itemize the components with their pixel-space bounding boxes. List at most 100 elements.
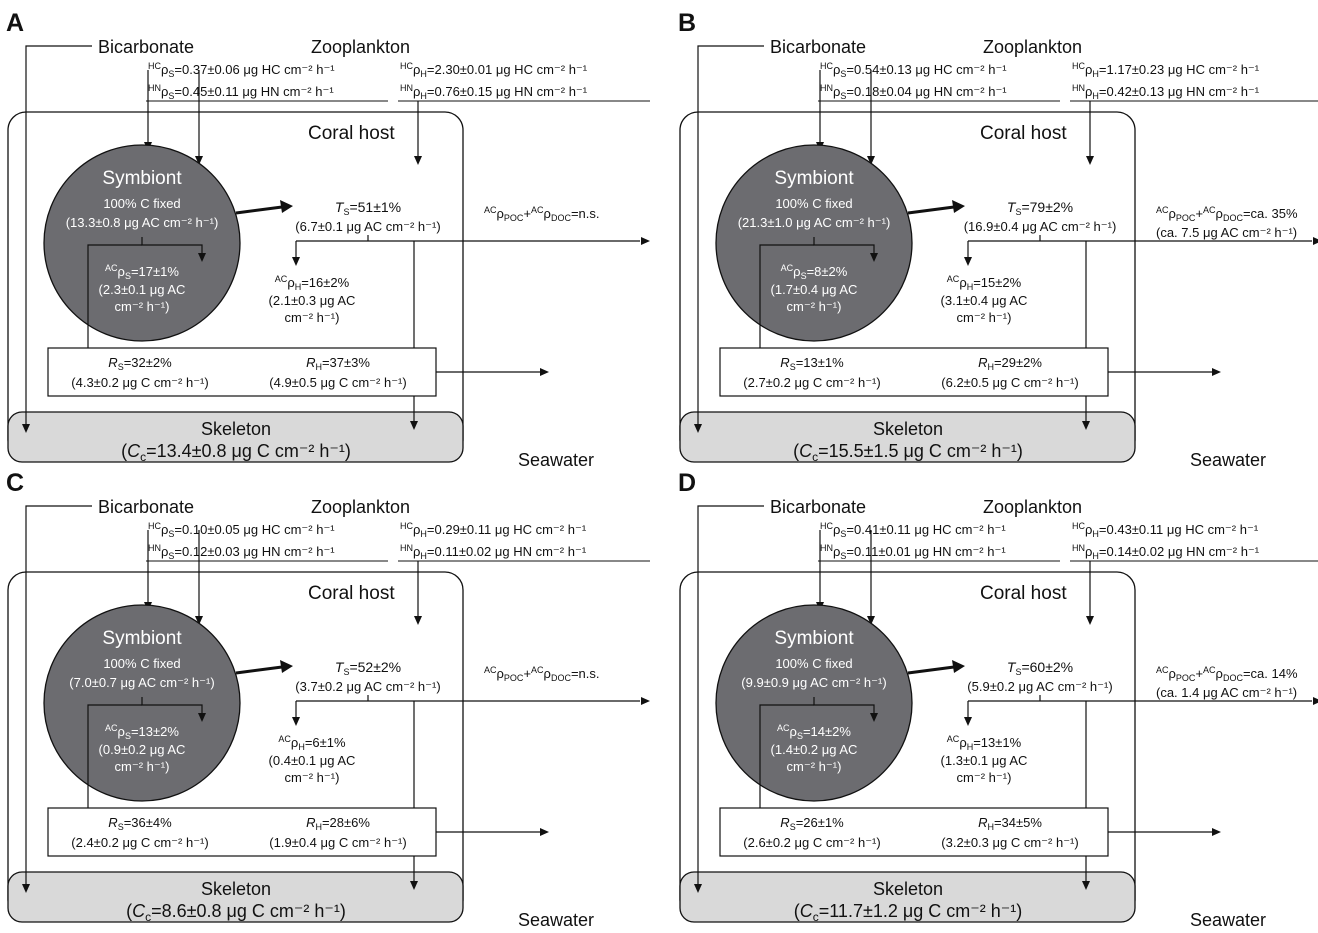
- arrowhead: [867, 616, 875, 625]
- arrowhead: [195, 616, 203, 625]
- fixed-to-rho-s-line: [813, 237, 875, 257]
- symbiont-respiration-rate-1: (2.3±0.1 μg AC: [99, 282, 186, 297]
- hc-rho-s: HCρS=0.10±0.05 μg HC cm⁻² h⁻¹: [148, 521, 335, 539]
- translocation-rate: (5.9±0.2 μg AC cm⁻² h⁻¹): [967, 679, 1112, 694]
- c-fixed-label: 100% C fixed: [775, 656, 852, 671]
- hc-rho-s: HCρS=0.54±0.13 μg HC cm⁻² h⁻¹: [820, 61, 1007, 79]
- zooplankton-label: Zooplankton: [983, 497, 1082, 517]
- bicarbonate-label: Bicarbonate: [98, 497, 194, 517]
- symbiont-label: Symbiont: [774, 628, 854, 649]
- arrowhead: [867, 156, 875, 165]
- arrowhead: [1086, 616, 1094, 625]
- zooplankton-label: Zooplankton: [983, 37, 1082, 57]
- fixed-to-rs-line: [759, 704, 814, 819]
- host-respiration-carbon: (3.2±0.3 μg C cm⁻² h⁻¹): [941, 835, 1078, 850]
- symbiont-respiration-rate-1: (0.9±0.2 μg AC: [99, 742, 186, 757]
- bicarbonate-label: Bicarbonate: [770, 497, 866, 517]
- arrowhead: [280, 200, 293, 213]
- c-fixed-rate: (7.0±0.7 μg AC cm⁻² h⁻¹): [69, 675, 214, 690]
- skeleton-label: Skeleton: [201, 419, 271, 439]
- skeleton-label: Skeleton: [873, 419, 943, 439]
- organic-release-share: ACρPOC+ACρDOC=n.s.: [484, 205, 600, 223]
- organic-release-rate: (ca. 7.5 μg AC cm⁻² h⁻¹): [1156, 225, 1297, 240]
- host-respiration-share: ACρH=16±2%: [275, 274, 350, 292]
- host-respiration-rate-1: (2.1±0.3 μg AC: [269, 293, 356, 308]
- arrowhead: [414, 156, 422, 165]
- fixed-to-rs-line: [87, 244, 142, 359]
- carbon-budget-panel-b: B Coral host Skeleton (Cc=15.5±1.5 μg C …: [678, 9, 1318, 470]
- skeleton-calcification-value: =15.5±1.5 μg C cm⁻² h⁻¹): [818, 441, 1023, 461]
- skeleton-box: [7, 411, 464, 463]
- c-fixed-label: 100% C fixed: [103, 656, 180, 671]
- translocation-arrow: [235, 665, 283, 675]
- translocation-share: TS=51±1%: [335, 199, 401, 217]
- host-respiration-share: ACρH=6±1%: [278, 734, 346, 752]
- arrowhead: [641, 237, 650, 245]
- symbiont-respiration-rate-2: cm⁻² h⁻¹): [115, 759, 170, 774]
- skeleton-calcification: (Cc=15.5±1.5 μg C cm⁻² h⁻¹): [793, 441, 1023, 464]
- host-respiration: RH=37±3%: [306, 355, 370, 372]
- host-respiration-carbon: (4.9±0.5 μg C cm⁻² h⁻¹): [269, 375, 406, 390]
- bicarbonate-arrowhead: [694, 424, 702, 433]
- bicarbonate-skeleton-line: [25, 45, 92, 428]
- fixed-to-rho-s-line: [141, 237, 203, 257]
- bicarbonate-arrowhead: [22, 884, 30, 893]
- skeleton-label: Skeleton: [201, 879, 271, 899]
- hn-rho-s: HNρS=0.18±0.04 μg HN cm⁻² h⁻¹: [820, 83, 1007, 101]
- arrowhead: [280, 660, 293, 673]
- symbiont-label: Symbiont: [102, 628, 182, 649]
- hc-rho-h: HCρH=0.43±0.11 μg HC cm⁻² h⁻¹: [1072, 521, 1259, 539]
- c-fixed-rate: (13.3±0.8 μg AC cm⁻² h⁻¹): [66, 215, 219, 230]
- organic-release-rate: (ca. 1.4 μg AC cm⁻² h⁻¹): [1156, 685, 1297, 700]
- arrowhead: [410, 421, 418, 430]
- hc-rho-h: HCρH=0.29±0.11 μg HC cm⁻² h⁻¹: [400, 521, 587, 539]
- respiration-box: [719, 347, 1109, 397]
- bicarbonate-skeleton-line: [697, 45, 764, 428]
- host-respiration-share: ACρH=15±2%: [947, 274, 1022, 292]
- arrowhead: [540, 368, 549, 376]
- seawater-label: Seawater: [1190, 450, 1266, 470]
- arrowhead: [195, 156, 203, 165]
- coral-host-label: Coral host: [980, 123, 1067, 144]
- arrowhead: [1082, 881, 1090, 890]
- skeleton-box: [679, 871, 1136, 923]
- arrowhead: [964, 257, 972, 266]
- bicarbonate-arrowhead: [22, 424, 30, 433]
- skeleton-label: Skeleton: [873, 879, 943, 899]
- arrowhead: [1313, 697, 1318, 705]
- bicarbonate-label: Bicarbonate: [98, 37, 194, 57]
- host-respiration-rate-2: cm⁻² h⁻¹): [285, 310, 340, 325]
- zooplankton-label: Zooplankton: [311, 497, 410, 517]
- translocation-share: TS=79±2%: [1007, 199, 1073, 217]
- arrowhead: [952, 660, 965, 673]
- symbiont-label: Symbiont: [102, 168, 182, 189]
- arrowhead: [540, 828, 549, 836]
- arrowhead: [1082, 421, 1090, 430]
- bicarbonate-label: Bicarbonate: [770, 37, 866, 57]
- skeleton-calcification: (Cc=8.6±0.8 μg C cm⁻² h⁻¹): [126, 901, 346, 924]
- symbiont-respiration-share: ACρS=8±2%: [781, 263, 848, 281]
- arrowhead: [292, 257, 300, 266]
- symbiont-respiration: RS=13±1%: [780, 355, 844, 372]
- symbiont-respiration-rate-2: cm⁻² h⁻¹): [787, 299, 842, 314]
- carbon-budget-panel-a: A Coral host Skeleton (Cc=13.4±0.8 μg C …: [6, 9, 650, 470]
- coral-host-label: Coral host: [308, 583, 395, 604]
- arrowhead: [414, 616, 422, 625]
- bicarbonate-arrowhead: [694, 884, 702, 893]
- coral-host-label: Coral host: [980, 583, 1067, 604]
- hn-rho-s: HNρS=0.12±0.03 μg HN cm⁻² h⁻¹: [148, 543, 335, 561]
- fixed-to-rho-s-line: [813, 697, 875, 717]
- symbiont-respiration: RS=32±2%: [108, 355, 172, 372]
- hc-rho-h: HCρH=1.17±0.23 μg HC cm⁻² h⁻¹: [1072, 61, 1260, 79]
- host-respiration-rate-2: cm⁻² h⁻¹): [285, 770, 340, 785]
- skeleton-calcification: (Cc=11.7±1.2 μg C cm⁻² h⁻¹): [794, 901, 1022, 924]
- arrowhead: [1086, 156, 1094, 165]
- panel-letter: C: [6, 469, 24, 497]
- arrowhead: [870, 253, 878, 262]
- skeleton-calcification-value: =13.4±0.8 μg C cm⁻² h⁻¹): [146, 441, 351, 461]
- hn-rho-h: HNρH=0.76±0.15 μg HN cm⁻² h⁻¹: [400, 83, 588, 101]
- translocation-share: TS=60±2%: [1007, 659, 1073, 677]
- host-respiration-share: ACρH=13±1%: [947, 734, 1022, 752]
- organic-release-share: ACρPOC+ACρDOC=ca. 35%: [1156, 205, 1298, 223]
- translocation-arrow: [235, 205, 283, 215]
